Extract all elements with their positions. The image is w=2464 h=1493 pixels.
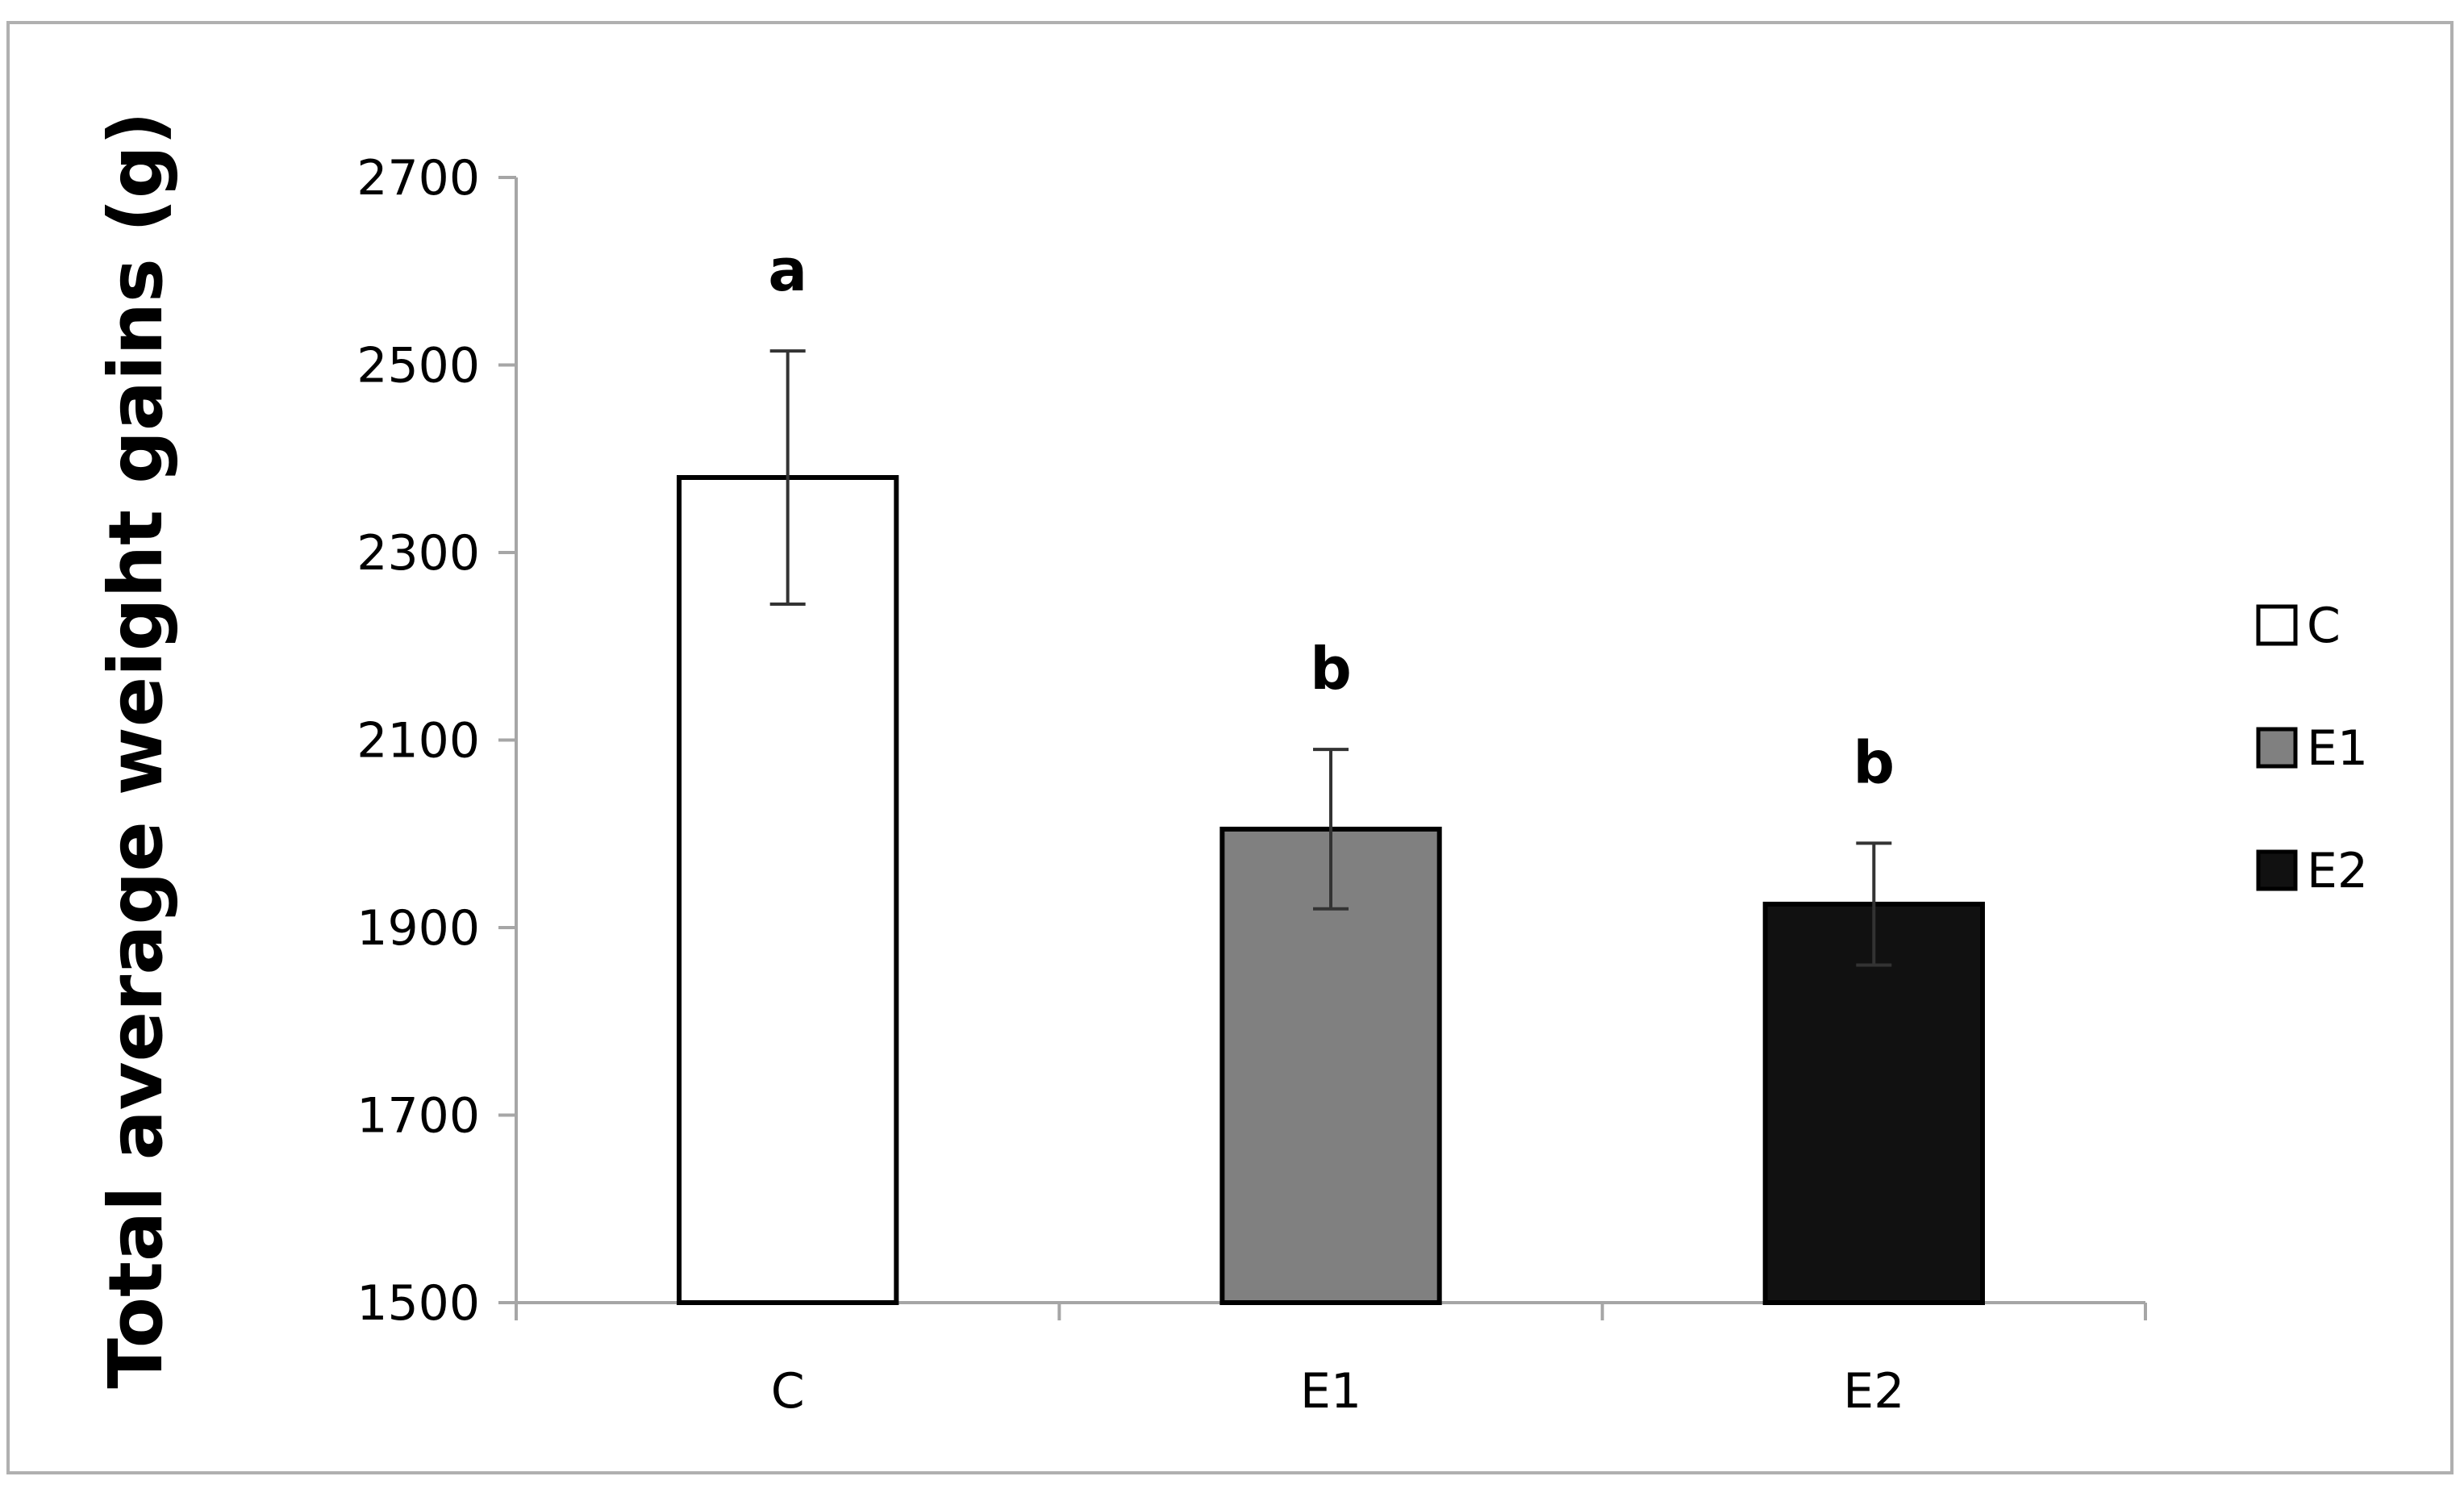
significance-label: b bbox=[1853, 728, 1895, 796]
bar-c bbox=[677, 475, 899, 1305]
legend-swatch-e2 bbox=[2256, 849, 2298, 891]
legend: C E1 E2 bbox=[2256, 598, 2368, 899]
x-tick-label: C bbox=[771, 1363, 805, 1420]
bar-e2 bbox=[1762, 901, 1986, 1305]
y-tick-label: 2100 bbox=[356, 713, 480, 769]
y-tick-label: 2500 bbox=[356, 338, 480, 394]
legend-label: E1 bbox=[2307, 720, 2368, 777]
y-tick-label: 2300 bbox=[356, 525, 480, 582]
y-axis-label: Total average weight gains (g) bbox=[93, 111, 179, 1389]
legend-swatch-e1 bbox=[2256, 727, 2298, 769]
significance-label: a bbox=[768, 236, 807, 304]
legend-label: C bbox=[2307, 598, 2341, 654]
y-tick-label: 2700 bbox=[356, 150, 480, 206]
significance-labels: a b b bbox=[768, 236, 1895, 796]
significance-label: b bbox=[1310, 635, 1352, 703]
legend-swatch-c bbox=[2256, 604, 2298, 646]
error-bars bbox=[769, 349, 1892, 967]
bars bbox=[677, 475, 1986, 1305]
y-axis: 1500 1700 1900 2100 2300 2500 2700 bbox=[356, 150, 518, 1332]
x-tick-label: E2 bbox=[1843, 1363, 1904, 1420]
x-tick-label: E1 bbox=[1300, 1363, 1361, 1420]
y-tick-label: 1700 bbox=[356, 1088, 480, 1145]
legend-label: E2 bbox=[2307, 843, 2368, 899]
y-tick-label: 1900 bbox=[356, 900, 480, 957]
y-tick-label: 1500 bbox=[356, 1275, 480, 1332]
